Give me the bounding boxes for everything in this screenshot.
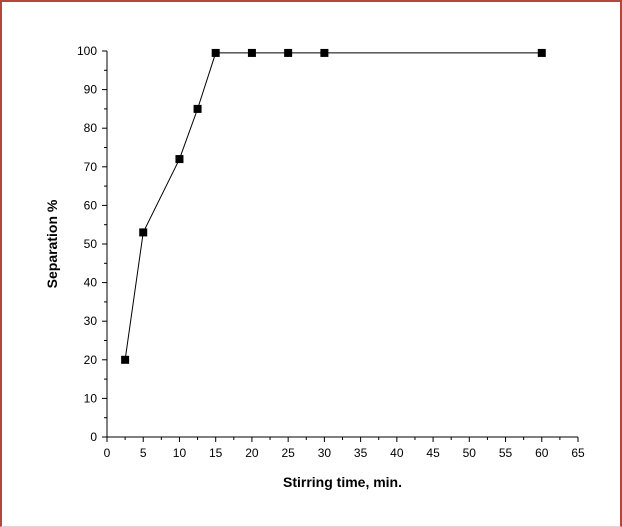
data-point: [247, 48, 256, 57]
data-point: [175, 155, 184, 164]
y-tick-label: 100: [77, 44, 97, 58]
x-tick-label: 35: [354, 446, 368, 460]
y-tick-label: 10: [84, 391, 98, 405]
data-point: [211, 48, 220, 57]
y-axis-title: Separation %: [44, 199, 60, 288]
series-line: [124, 52, 542, 360]
x-tick-label: 50: [463, 446, 477, 460]
x-tick-label: 60: [535, 446, 549, 460]
data-point: [121, 355, 130, 364]
y-tick-label: 20: [84, 353, 98, 367]
y-axis-ticks: 0 10 20 30 40 50 60 70 80 90 100: [77, 44, 107, 444]
data-point: [193, 104, 202, 113]
y-tick-label: 50: [84, 237, 98, 251]
y-tick-label: 0: [90, 430, 97, 444]
x-tick-label: 65: [571, 446, 585, 460]
data-point: [320, 48, 329, 57]
y-tick-label: 30: [84, 314, 98, 328]
x-tick-label: 10: [173, 446, 187, 460]
x-axis-title: Stirring time, min.: [283, 474, 402, 490]
x-tick-label: 15: [209, 446, 223, 460]
x-tick-label: 0: [104, 446, 111, 460]
x-axis-ticks: 0 5 10 15 20 25 30 35 40 45 50 55 60 65: [104, 437, 585, 460]
y-tick-label: 80: [84, 121, 98, 135]
y-tick-label: 70: [84, 160, 98, 174]
x-tick-label: 40: [390, 446, 404, 460]
x-tick-label: 55: [499, 446, 513, 460]
x-tick-label: 5: [140, 446, 147, 460]
y-tick-label: 90: [84, 83, 98, 97]
x-tick-label: 25: [281, 446, 295, 460]
y-tick-label: 60: [84, 198, 98, 212]
series-group: [121, 48, 546, 364]
data-point: [284, 48, 293, 57]
x-tick-label: 20: [245, 446, 259, 460]
data-point: [537, 48, 546, 57]
data-point: [139, 228, 148, 237]
y-tick-label: 40: [84, 276, 98, 290]
x-tick-label: 30: [318, 446, 332, 460]
x-tick-label: 45: [426, 446, 440, 460]
